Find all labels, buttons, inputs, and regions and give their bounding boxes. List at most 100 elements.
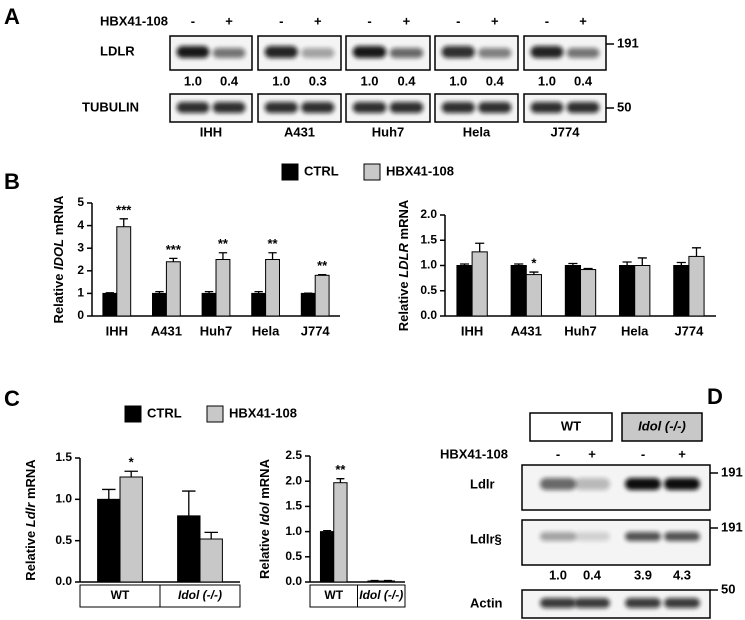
y-axis-label-part: Relative <box>396 278 411 331</box>
row-label: Actin <box>470 595 503 610</box>
blot-band <box>574 478 610 490</box>
y-axis-label-part: mRNA <box>23 459 38 503</box>
bar <box>165 261 181 317</box>
error-bar <box>155 290 164 294</box>
blot-band <box>301 48 335 58</box>
band-quantification: 1.0 <box>184 73 202 88</box>
treatment-sign: + <box>403 13 411 28</box>
blot-lane-group <box>523 35 607 123</box>
band-quantification: 0.4 <box>574 73 593 88</box>
blot-band <box>352 102 387 113</box>
error-bar <box>459 263 470 266</box>
treatment-sign: + <box>588 446 596 461</box>
error-bar <box>691 247 702 257</box>
band-quantification: 1.0 <box>360 73 378 88</box>
significance-label: * <box>531 256 537 271</box>
blot-band <box>441 102 475 113</box>
x-tick-label: IHH <box>461 323 483 338</box>
y-tick-label: 1.5 <box>420 232 437 246</box>
blot-band <box>566 48 600 58</box>
bar <box>265 259 280 317</box>
treatment-sign: - <box>456 13 460 28</box>
blot-band <box>625 598 661 608</box>
band-quantification: 0.3 <box>309 73 327 88</box>
bar <box>564 265 581 317</box>
band-quantification: 0.4 <box>486 73 505 88</box>
error-bar <box>204 290 214 294</box>
treatment-sign: - <box>191 13 195 28</box>
blot-band <box>625 532 661 541</box>
band-quantification: 1.0 <box>272 73 290 88</box>
blot-lane-group <box>169 35 253 123</box>
y-axis-label-part: Relative <box>257 525 272 578</box>
cell-line-label: IHH <box>200 124 222 139</box>
y-axis-label-part: Ldlr <box>23 502 38 527</box>
y-tick-label: 3 <box>77 240 84 254</box>
x-tick-label: Hela <box>252 323 280 338</box>
mw-marker: 50 <box>721 581 735 596</box>
blot-band <box>574 532 610 541</box>
x-tick-label: Idol (-/-) <box>359 588 403 602</box>
bar <box>619 265 636 317</box>
significance-label: ** <box>317 258 328 273</box>
blot-band <box>540 598 576 608</box>
genotype-label: WT <box>561 418 581 433</box>
row-label: TUBULIN <box>82 99 139 114</box>
bar <box>177 515 201 583</box>
y-axis-label-part: mRNA <box>396 199 411 243</box>
y-axis-label-part: Relative <box>51 270 66 323</box>
y-axis-label-part: mRNA <box>51 195 66 239</box>
error-bar <box>622 261 632 266</box>
row-label: LDLR <box>100 43 135 58</box>
blot-row <box>521 589 711 619</box>
error-bar <box>119 218 128 227</box>
band-quantification: 4.3 <box>673 567 691 582</box>
treatment-label: HBX41-108 <box>100 13 168 28</box>
panel-letter: D <box>707 384 723 409</box>
blot-band <box>664 478 700 490</box>
y-axis-label-part: IDOL <box>51 239 66 270</box>
y-tick-label: 4 <box>77 218 84 232</box>
treatment-sign: + <box>491 13 499 28</box>
y-tick-label: 2.5 <box>285 448 302 462</box>
bar <box>688 255 705 317</box>
x-tick-label: WT <box>324 588 343 602</box>
treatment-sign: - <box>279 13 283 28</box>
blot-lane-group <box>257 35 342 123</box>
error-bar <box>182 490 196 516</box>
error-bar <box>637 257 647 266</box>
error-bar <box>383 579 392 582</box>
bar <box>525 274 542 317</box>
blot-band <box>441 46 475 58</box>
y-tick-label: 2.0 <box>420 207 437 221</box>
legend-label: HBX41-108 <box>229 405 297 420</box>
x-tick-label: Huh7 <box>200 323 233 338</box>
blot-band <box>176 102 210 113</box>
mw-marker: 191 <box>617 35 639 50</box>
band-quantification: 1.0 <box>449 73 467 88</box>
error-bar <box>105 292 115 294</box>
x-tick-label: IHH <box>106 323 128 338</box>
error-bar <box>218 252 228 260</box>
bar <box>456 265 473 317</box>
treatment-sign: - <box>556 446 560 461</box>
y-tick-label: 1.0 <box>55 492 72 506</box>
panel-letter: B <box>4 169 20 194</box>
y-tick-label: 2 <box>77 263 84 277</box>
error-bar <box>124 470 138 478</box>
mw-marker: 191 <box>721 464 743 479</box>
error-bar <box>204 531 218 540</box>
mw-marker: 191 <box>721 519 743 534</box>
x-tick-label: Hela <box>621 323 649 338</box>
bar <box>97 498 121 583</box>
x-tick-label: A431 <box>511 323 542 338</box>
blot-band <box>264 102 298 113</box>
blot-band <box>664 532 700 541</box>
category-box <box>159 584 241 608</box>
blot-band <box>530 102 564 113</box>
blot-band <box>625 478 661 490</box>
y-tick-label: 0.5 <box>420 283 437 297</box>
treatment-sign: + <box>314 13 322 28</box>
error-bar <box>514 263 524 266</box>
y-tick-label: 1.5 <box>55 450 72 464</box>
